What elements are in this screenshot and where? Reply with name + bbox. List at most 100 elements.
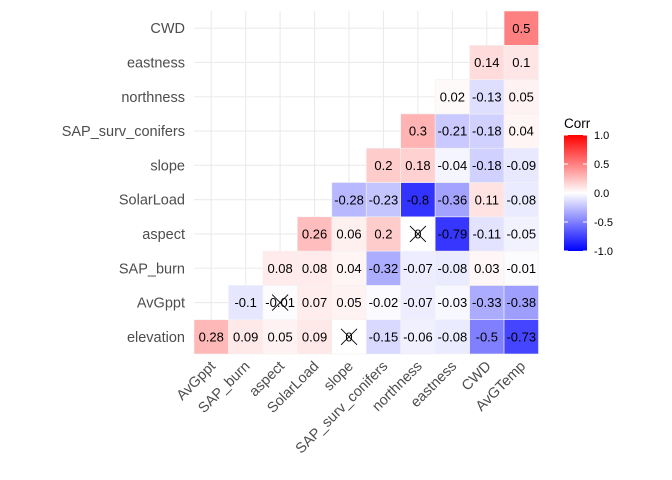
heatmap-cell [469, 44, 505, 80]
cell-value-label: 0.04 [509, 124, 534, 139]
cell-value-label: 0.03 [474, 261, 499, 276]
cell-value-label: 0.14 [474, 55, 499, 70]
heatmap-cell [228, 319, 264, 355]
cell-value-label: 0.18 [405, 158, 430, 173]
heatmap-cell [469, 79, 505, 115]
insignificant-cross-mark [409, 225, 427, 243]
heatmap-cell [503, 285, 539, 320]
cell-value-label: -0.15 [369, 329, 399, 344]
cell-value-label: 0.2 [374, 227, 392, 242]
cell-value-label: 0.09 [233, 329, 258, 344]
cell-value-label: -0.36 [438, 192, 468, 207]
cell-value-label: -0.13 [472, 89, 502, 104]
heatmap-cell [469, 250, 505, 286]
cell-value-label: -0.09 [506, 158, 536, 173]
cell-value-label: 0.5 [512, 21, 530, 36]
insignificant-cross-mark [340, 328, 358, 346]
cell-value-label: 0.2 [374, 158, 392, 173]
heatmap-cell [262, 250, 298, 286]
legend-colorbar [564, 135, 587, 251]
cell-value-labels: 0.280.090.050.090-0.15-0.06-0.08-0.5-0.7… [199, 21, 536, 346]
cell-value-label: 0.05 [267, 329, 292, 344]
y-tick-label: slope [150, 158, 185, 174]
heatmap-cell [434, 250, 470, 286]
insignificant-cross-mark [271, 294, 289, 311]
cell-value-label: -0.07 [403, 295, 433, 310]
cell-value-label: -0.05 [506, 227, 536, 242]
heatmap-cell [262, 319, 298, 355]
heatmap-cell [331, 250, 367, 286]
cell-value-label: -0.01 [506, 261, 536, 276]
cell-value-label: -0.08 [506, 192, 536, 207]
cell-value-label: -0.08 [438, 329, 468, 344]
heatmap-cell [503, 216, 539, 252]
heatmap-cell [400, 147, 436, 183]
cell-value-label: 0.1 [512, 55, 530, 70]
cell-value-label: -0.03 [438, 295, 468, 310]
heatmap-cell [469, 216, 505, 252]
heatmap-cell [503, 79, 539, 115]
cell-value-label: 0.09 [302, 329, 327, 344]
heatmap-cell [503, 319, 539, 355]
y-axis-tick-labels: elevation AvGppt SAP_burn aspect SolarLoad sl… [62, 21, 185, 346]
y-tick-label: CWD [150, 21, 185, 37]
legend-title: Corr [564, 116, 591, 131]
heatmap-cell [503, 250, 539, 286]
heatmap-cell [469, 285, 505, 320]
y-tick-label: AvGppt [137, 296, 185, 312]
cell-value-label: 0.11 [475, 192, 499, 207]
heatmap-cell [193, 319, 229, 355]
cell-value-label: 0.04 [336, 261, 361, 276]
heatmap-cell [297, 250, 333, 286]
heatmap-cell [434, 79, 470, 115]
y-tick-label: northness [121, 90, 185, 106]
heatmap-cell [400, 182, 436, 218]
cell-value-label: -0.18 [472, 124, 502, 139]
cell-value-label: -0.02 [369, 295, 399, 310]
legend-tick-label: -0.5 [594, 217, 613, 229]
heatmap-cell [400, 113, 436, 149]
cell-value-label: -0.79 [438, 227, 468, 242]
cell-value-label: -0.73 [506, 329, 536, 344]
y-tick-label: eastness [127, 55, 185, 71]
heatmap-cell [469, 147, 505, 183]
heatmap-cell [434, 285, 470, 320]
cell-value-label: 0.05 [336, 295, 361, 310]
y-tick-label: SAP_surv_conifers [62, 124, 185, 140]
heatmap-cell [434, 319, 470, 355]
heatmap-cell [469, 182, 505, 218]
legend-tick-label: 0.0 [594, 188, 609, 200]
heatmap-cell [228, 285, 264, 320]
cell-value-label: -0.32 [369, 261, 399, 276]
cell-value-label: 0.02 [440, 89, 465, 104]
heatmap-cell [365, 319, 402, 355]
cell-value-label: -0.06 [403, 329, 433, 344]
legend-ticks: 1.0 0.5 0.0 -0.5 -1.0 [564, 130, 613, 258]
x-axis-tick-labels: AvGpptSAP_burnaspectSolarLoadslopeSAP_su… [174, 359, 529, 458]
cell-value-label: -0.21 [438, 124, 468, 139]
cell-value-label: -0.28 [334, 192, 364, 207]
y-tick-label: SAP_burn [119, 261, 185, 277]
heatmap-cells [193, 10, 539, 355]
cell-value-label: -0.33 [472, 295, 502, 310]
cell-value-label: -0.11 [472, 227, 501, 242]
cell-value-label: 0.28 [199, 329, 224, 344]
cell-value-label: -0.08 [438, 261, 468, 276]
heatmap-cell [503, 113, 539, 149]
cell-value-label: -0.04 [438, 158, 468, 173]
heatmap-cell [469, 319, 505, 355]
cell-value-label: 0.3 [409, 124, 427, 139]
cell-value-label: 0.26 [302, 227, 327, 242]
legend-tick-label: 1.0 [594, 130, 609, 142]
cell-value-label: -0.38 [506, 295, 536, 310]
cell-value-label: 0.05 [509, 89, 534, 104]
cell-value-label: 0.08 [302, 261, 327, 276]
heatmap-cell [503, 10, 539, 46]
legend-tick-label: -1.0 [594, 246, 613, 258]
cell-value-label: -0.18 [472, 158, 502, 173]
cell-value-label: 0.07 [302, 295, 327, 310]
heatmap-cell [434, 113, 470, 149]
heatmap-cell [503, 147, 539, 183]
legend-tick-label: 0.5 [594, 159, 609, 171]
